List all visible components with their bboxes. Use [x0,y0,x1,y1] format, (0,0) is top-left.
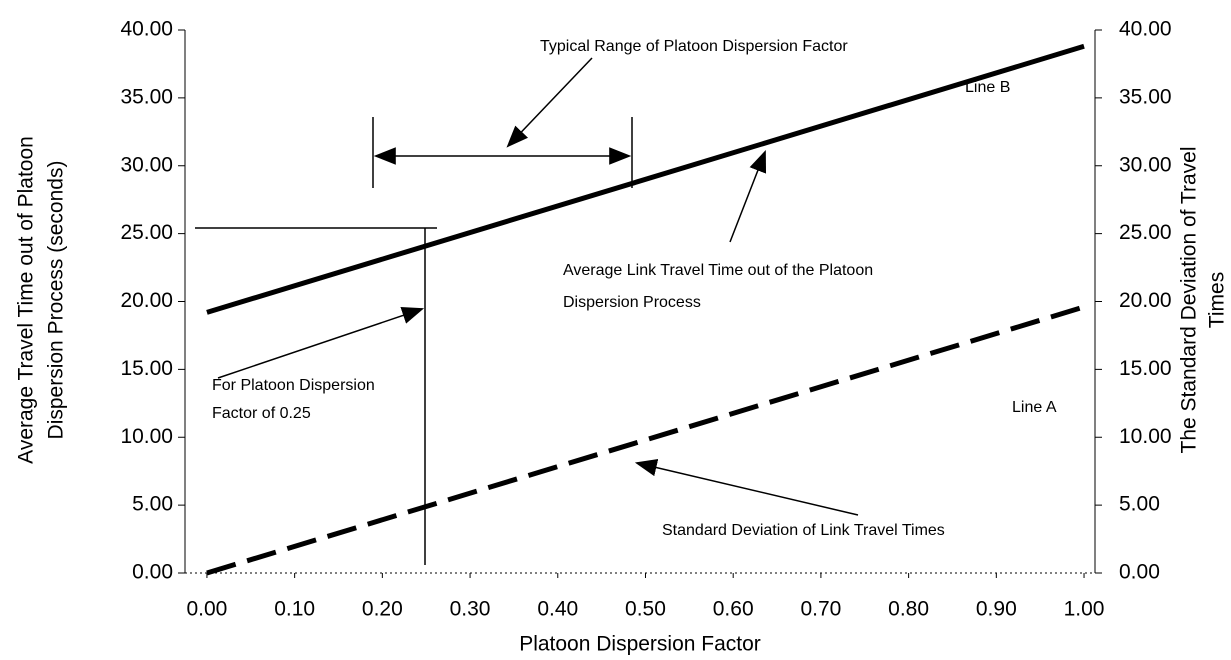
x-tick-label: 0.40 [537,598,578,621]
annotation: Factor of 0.25 [212,405,311,422]
arrow [506,57,593,148]
y-axis-label: Dispersion Process (seconds) [45,161,68,440]
x-tick-label: 0.90 [976,598,1017,621]
y2-tick-label: 15.00 [1119,357,1172,380]
x-tick-label: 0.00 [186,598,227,621]
y2-tick-label: 40.00 [1119,18,1172,41]
y-tick-label: 25.00 [120,221,173,244]
y2-tick-label: 5.00 [1119,493,1160,516]
y2-tick-label: 35.00 [1119,85,1172,108]
annotation: Typical Range of Platoon Dispersion Fact… [540,38,848,55]
x-tick-label: 0.80 [888,598,929,621]
y2-tick-label: 0.00 [1119,561,1160,584]
annotation: Line B [965,79,1010,96]
y2-tick-label: 30.00 [1119,153,1172,176]
series-line [206,43,1085,315]
y-tick-label: 35.00 [120,85,173,108]
y-tick-label: 15.00 [120,357,173,380]
series-line [206,304,1085,576]
arrow [634,458,859,516]
x-tick-label: 0.30 [450,598,491,621]
y-axis-label: Average Travel Time out of Platoon [15,136,38,464]
y2-tick-label: 25.00 [1119,221,1172,244]
annotation: Line A [1012,399,1057,416]
y-tick-label: 10.00 [120,425,173,448]
annotation: Average Link Travel Time out of the Plat… [563,262,873,279]
arrow [729,149,767,243]
annotation-lines [195,57,859,565]
y2-axis-label: Times [1206,272,1229,328]
x-axis-label: Platoon Dispersion Factor [519,633,761,656]
x-tick-label: 1.00 [1064,598,1105,621]
y-tick-label: 20.00 [120,289,173,312]
y2-tick-label: 10.00 [1119,425,1172,448]
x-tick-label: 0.50 [625,598,666,621]
y-tick-label: 5.00 [132,493,173,516]
arrow [217,307,425,379]
x-tick-label: 0.10 [274,598,315,621]
y2-tick-label: 20.00 [1119,289,1172,312]
y-tick-label: 40.00 [120,18,173,41]
annotation: Standard Deviation of Link Travel Times [662,522,945,539]
annotation: For Platoon Dispersion [212,377,375,394]
y-tick-label: 30.00 [120,153,173,176]
x-tick-label: 0.20 [362,598,403,621]
annotation: Dispersion Process [563,294,701,311]
y2-axis-label: The Standard Deviation of Travel [1178,146,1201,453]
x-tick-label: 0.70 [800,598,841,621]
y-tick-label: 0.00 [132,561,173,584]
x-tick-label: 0.60 [713,598,754,621]
